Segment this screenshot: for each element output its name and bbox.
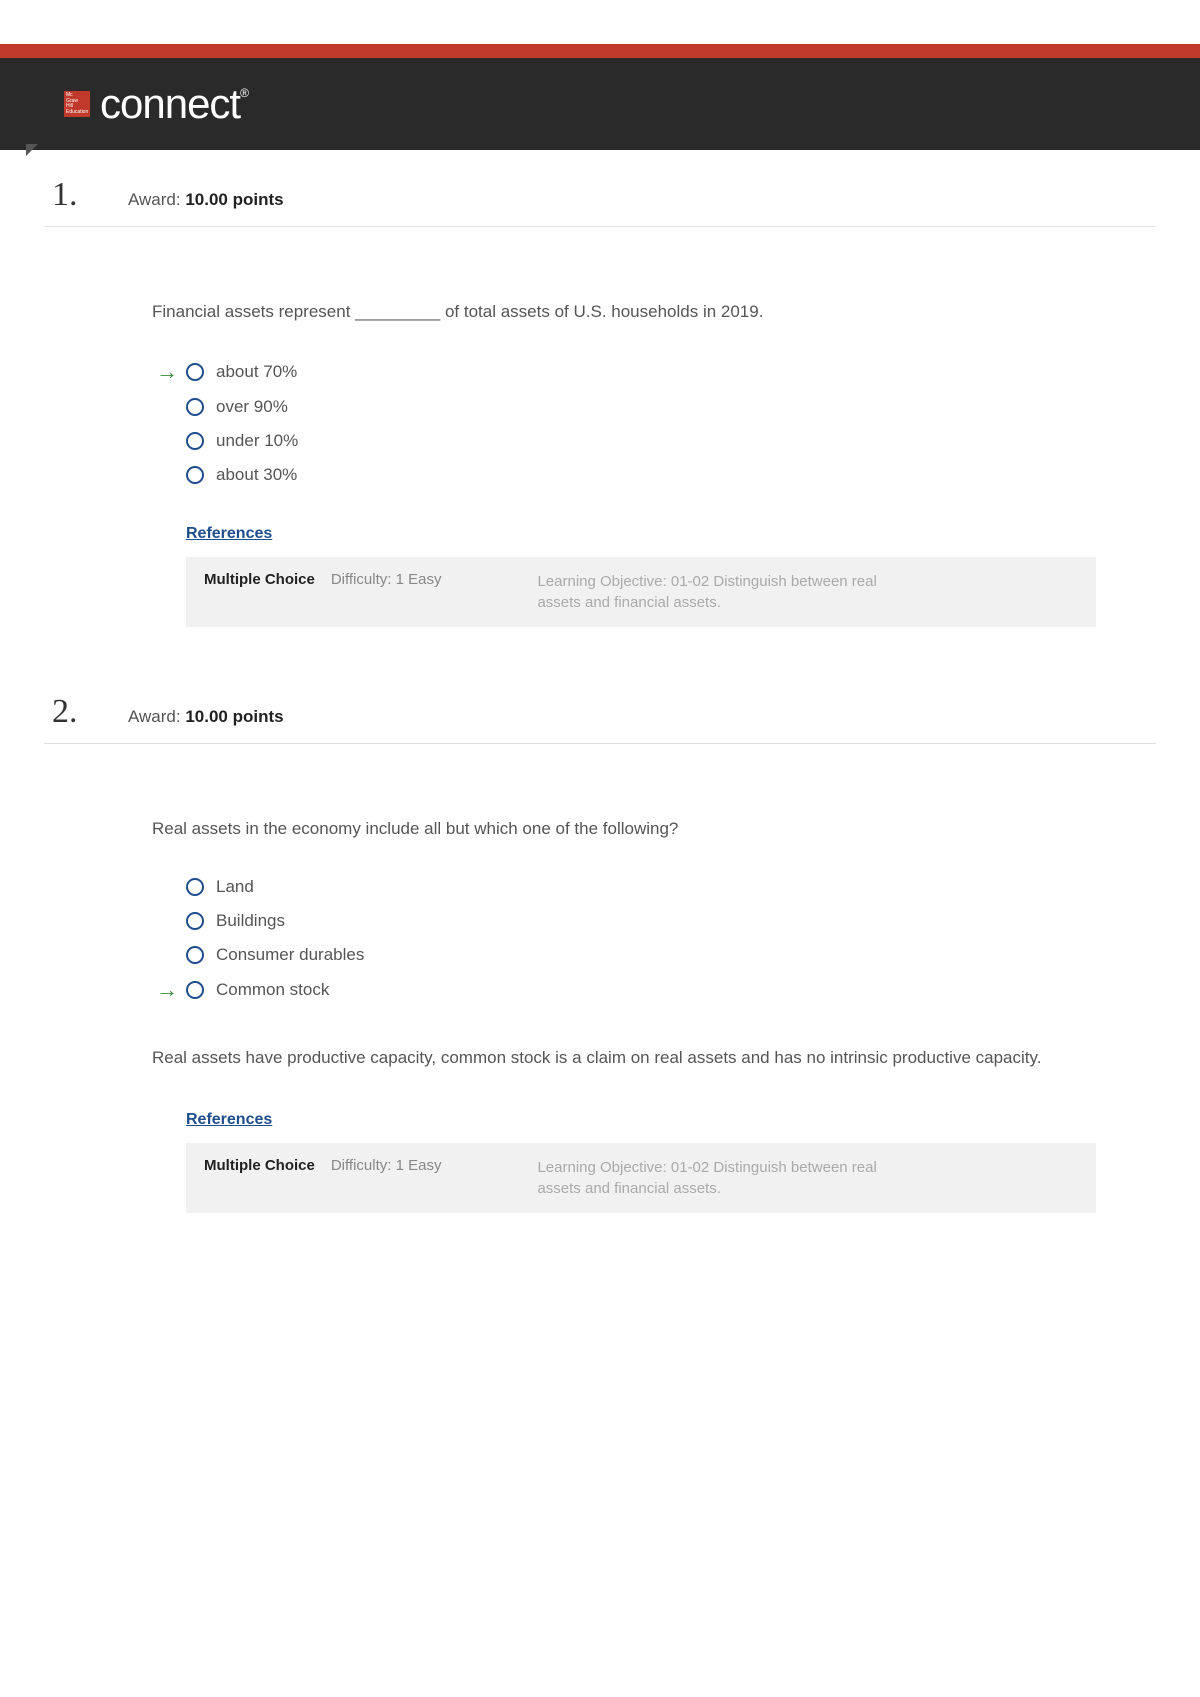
reference-learning-objective: Learning Objective: 01-02 Distinguish be… [537, 1157, 897, 1199]
reference-difficulty: Difficulty: 1 Easy [331, 1157, 442, 1174]
option-row[interactable]: over 90% [152, 397, 1096, 417]
reference-type: Multiple Choice [204, 1157, 315, 1174]
reference-type: Multiple Choice [204, 571, 315, 588]
option-label: over 90% [216, 397, 288, 417]
question-header: 2. Award: 10.00 points [44, 667, 1156, 744]
explanation-text: Real assets have productive capacity, co… [152, 1045, 1096, 1071]
radio-icon[interactable] [186, 466, 204, 484]
header-bar: Mc Graw Hill Education connect® [0, 58, 1200, 150]
reference-difficulty: Difficulty: 1 Easy [331, 571, 442, 588]
question-body: Real assets in the economy include all b… [44, 816, 1156, 1213]
award-label: Award: 10.00 points [128, 190, 284, 210]
award-label: Award: 10.00 points [128, 707, 284, 727]
award-prefix: Award: [128, 190, 185, 209]
radio-icon[interactable] [186, 981, 204, 999]
option-label: Buildings [216, 911, 285, 931]
options-group: Land Buildings Consumer durables → Commo… [152, 877, 1096, 1001]
option-label: under 10% [216, 431, 298, 451]
option-row[interactable]: → about 70% [152, 361, 1096, 383]
option-label: Consumer durables [216, 945, 364, 965]
mcgrawhill-logo: Mc Graw Hill Education [64, 91, 90, 117]
correct-arrow-icon: → [156, 979, 178, 1001]
brand-accent-strip [0, 44, 1200, 58]
award-prefix: Award: [128, 707, 185, 726]
radio-icon[interactable] [186, 912, 204, 930]
brand-registered-mark: ® [240, 86, 248, 100]
radio-icon[interactable] [186, 432, 204, 450]
references-title[interactable]: References [186, 525, 1096, 543]
option-row[interactable]: under 10% [152, 431, 1096, 451]
option-row[interactable]: → Common stock [152, 979, 1096, 1001]
radio-icon[interactable] [186, 946, 204, 964]
option-row[interactable]: Consumer durables [152, 945, 1096, 965]
brand-name: connect® [100, 80, 248, 128]
question-stem: Financial assets represent _________ of … [152, 299, 1096, 325]
references-section: References Multiple Choice Difficulty: 1… [152, 1111, 1096, 1213]
option-row[interactable]: Land [152, 877, 1096, 897]
award-value: 10.00 points [185, 707, 283, 726]
option-label: Common stock [216, 980, 329, 1000]
radio-icon[interactable] [186, 878, 204, 896]
logo-line: Education [66, 110, 88, 116]
correct-arrow-slot: → [152, 361, 186, 383]
option-row[interactable]: Buildings [152, 911, 1096, 931]
radio-icon[interactable] [186, 363, 204, 381]
option-row[interactable]: about 30% [152, 465, 1096, 485]
award-value: 10.00 points [185, 190, 283, 209]
option-label: about 30% [216, 465, 297, 485]
question-header: 1. Award: 10.00 points [44, 150, 1156, 227]
references-box: Multiple Choice Difficulty: 1 Easy Learn… [186, 1143, 1096, 1213]
brand-text: connect [100, 80, 240, 127]
question-stem: Real assets in the economy include all b… [152, 816, 1096, 842]
question-number: 1. [44, 176, 128, 214]
question-number: 2. [44, 693, 128, 731]
options-group: → about 70% over 90% under 10% about 30% [152, 361, 1096, 485]
question-body: Financial assets represent _________ of … [44, 299, 1156, 627]
reference-learning-objective: Learning Objective: 01-02 Distinguish be… [537, 571, 897, 613]
correct-arrow-icon: → [156, 361, 178, 383]
references-section: References Multiple Choice Difficulty: 1… [152, 525, 1096, 627]
correct-arrow-slot: → [152, 979, 186, 1001]
option-label: Land [216, 877, 254, 897]
references-title[interactable]: References [186, 1111, 1096, 1129]
radio-icon[interactable] [186, 398, 204, 416]
option-label: about 70% [216, 362, 297, 382]
references-box: Multiple Choice Difficulty: 1 Easy Learn… [186, 557, 1096, 627]
